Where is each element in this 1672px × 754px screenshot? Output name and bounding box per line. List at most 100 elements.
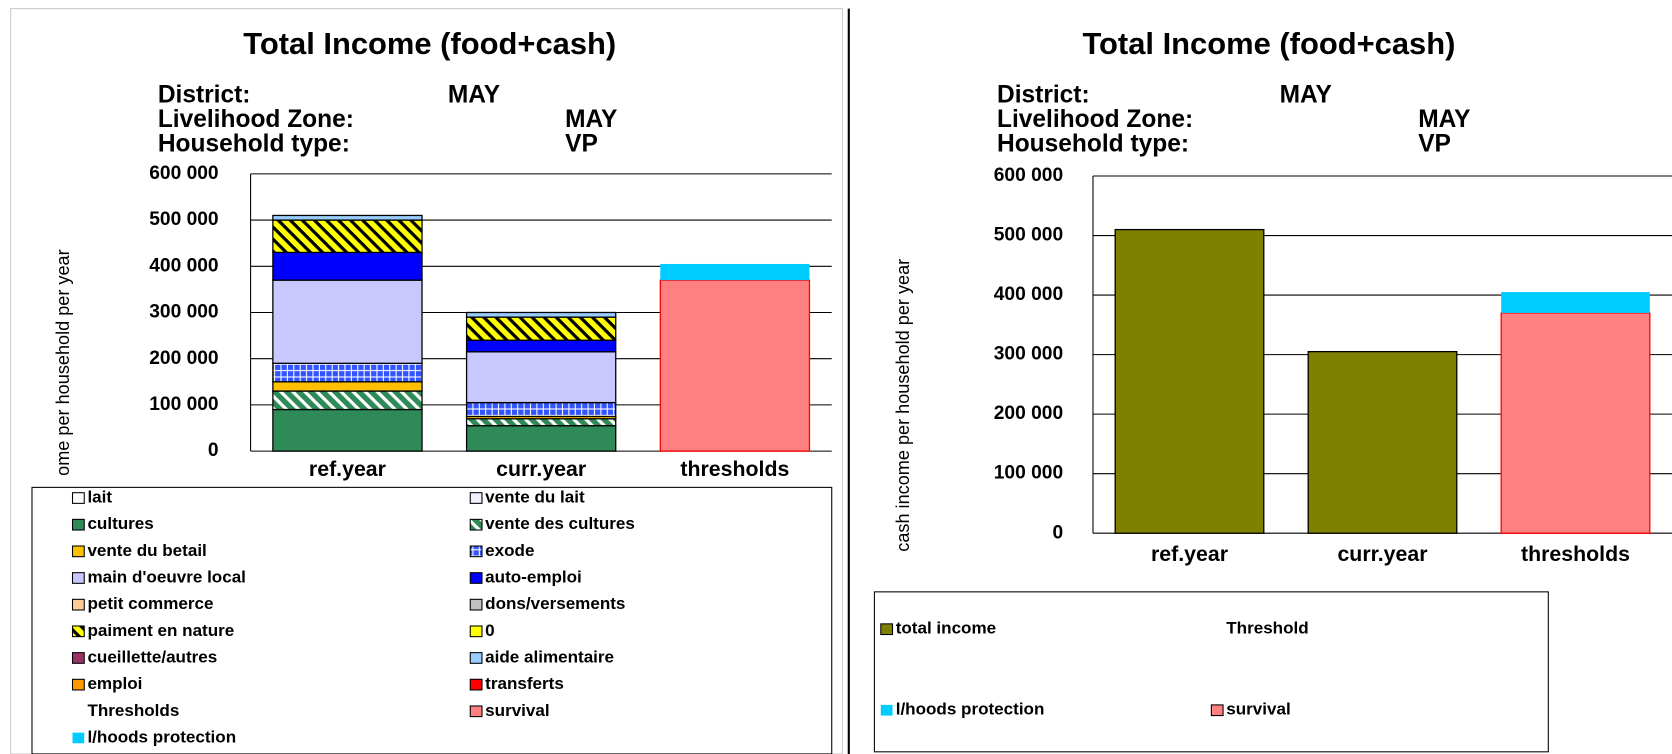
legend-label: 0 [485,621,494,640]
legend-label: exode [485,541,534,560]
bar-segment [1501,292,1650,313]
legend-label: total income [896,619,996,638]
info-value: MAY [1418,106,1470,133]
x-tick-label: curr.year [496,457,586,481]
legend-swatch [880,623,894,636]
info-label: Household type: [158,131,350,158]
legend-swatch [1210,704,1224,717]
bar-segment [1307,350,1458,534]
y-tick-label: 600 000 [149,163,218,184]
bar-segment [465,418,617,427]
legend-label: survival [1226,700,1290,719]
legend-swatch [469,598,483,611]
bar-segment [1500,312,1651,534]
legend-label: Threshold [1226,619,1308,638]
bar-segment [465,339,617,353]
legend-swatch [71,625,85,638]
legend-swatch [469,625,483,638]
bar-segment [465,316,617,341]
info-value: MAY [448,82,500,109]
legend-swatch [469,545,483,558]
info-label: District: [997,82,1090,109]
legend-label: vente du lait [485,488,585,507]
bar-segment [1114,228,1265,534]
y-tick-label: 0 [1052,522,1063,543]
chart-title: Total Income (food+cash) [243,26,616,61]
x-tick-label: thresholds [680,457,789,481]
info-value: MAY [565,106,617,133]
y-tick-label: 300 000 [149,302,218,323]
info-label: Livelihood Zone: [158,106,354,133]
legend-swatch [469,518,483,531]
legend-label: l/hoods protection [896,700,1045,719]
legend-swatch [71,492,85,504]
legend-swatch [71,678,85,691]
legend-label: paiment en nature [87,621,234,640]
y-tick-label: 300 000 [994,344,1063,365]
legend-label: aide alimentaire [485,647,614,666]
legend-label: petit commerce [87,594,213,613]
legend-box [873,591,1549,753]
legend-label: emploi [87,674,142,693]
legend-box [31,486,833,754]
legend-swatch [469,492,483,504]
bar-segment [659,279,811,452]
bar-segment [272,279,423,364]
bar-segment [465,401,617,418]
legend-label: transferts [485,674,564,693]
y-tick-label: 500 000 [149,209,218,230]
info-label: District: [158,82,251,109]
legend-label: vente du betail [87,541,206,560]
bar-segment [465,311,617,318]
legend-label: vente des cultures [485,514,635,533]
legend-label: cultures [87,514,153,533]
info-value: VP [565,131,598,158]
info-value: MAY [1280,82,1332,109]
bar-segment [465,351,617,404]
y-tick-label: 600 000 [994,165,1063,186]
legend-swatch [469,705,483,718]
chart-title: Total Income (food+cash) [1082,26,1455,61]
legend-swatch [71,545,85,558]
x-tick-label: ref.year [309,457,386,481]
legend-label: lait [87,488,112,507]
y-tick-label: 100 000 [994,463,1063,484]
y-tick-label: 400 000 [149,255,218,276]
y-tick-label: 200 000 [994,403,1063,424]
bar-segment [465,425,617,452]
legend-swatch [71,518,85,531]
y-tick-label: 400 000 [994,284,1063,305]
info-label: Livelihood Zone: [997,106,1193,133]
legend-label: cueillette/autres [87,647,217,666]
legend-swatch [71,652,85,664]
bar-segment [272,251,423,281]
legend-label: auto-emploi [485,568,582,587]
legend-label: main d'oeuvre local [87,568,245,587]
bar-segment [660,263,810,281]
y-tick-label: 0 [208,440,219,461]
legend-swatch [72,732,85,744]
info-value: VP [1418,131,1451,158]
y-axis-label: cash income per household per year [893,259,913,552]
x-tick-label: ref.year [1151,542,1228,566]
legend-swatch [469,678,483,691]
y-tick-label: 200 000 [149,348,218,369]
y-tick-label: 100 000 [149,394,218,415]
y-axis-label: ome per household per year [53,249,73,476]
info-label: Household type: [997,131,1189,158]
x-tick-label: curr.year [1337,542,1427,566]
legend-swatch [880,704,893,716]
legend-swatch [469,572,483,584]
bar-segment [272,219,423,254]
bar-segment [272,214,423,221]
x-tick-label: thresholds [1521,542,1630,566]
bar-segment [272,381,423,392]
legend-label: l/hoods protection [87,727,236,746]
legend-swatch [469,652,483,664]
bar-segment [272,408,423,452]
legend-label: survival [485,701,549,720]
bar-segment [272,362,423,383]
legend-label: dons/versements [485,594,625,613]
legend-label: Thresholds [87,701,179,720]
